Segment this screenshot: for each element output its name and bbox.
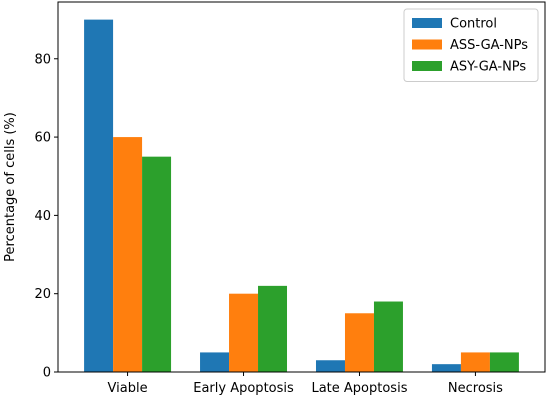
bar-early-apoptosis-control [200,352,230,372]
y-tick-label: 20 [34,287,51,302]
bar-late-apoptosis-asy-ga-nps [373,301,403,372]
bar-necrosis-asy-ga-nps [489,352,519,372]
bar-necrosis-control [431,364,461,372]
bars-layer [84,19,519,373]
x-tick-label: Viable [108,381,148,396]
y-axis-label: Percentage of cells (%) [3,112,18,262]
legend: Control ASS-GA-NPs ASY-GA-NPs [403,8,539,82]
x-axis: Viable Early Apoptosis Late Apoptosis Necro… [108,372,503,396]
bar-early-apoptosis-asy-ga-nps [258,285,288,372]
legend-swatch-asy-ga-nps [412,61,442,71]
x-tick-label: Necrosis [448,381,503,396]
legend-swatch-ass-ga-nps [412,39,442,50]
legend-label-ass-ga-nps: ASS-GA-NPs [450,38,528,53]
plot-frame [57,1,546,373]
bar-necrosis-ass-ga-nps [460,352,490,372]
y-tick-label: 0 [43,366,51,381]
x-tick-label: Late Apoptosis [311,381,407,396]
bar-early-apoptosis-ass-ga-nps [229,293,259,372]
y-tick-label: 60 [34,131,51,146]
bar-late-apoptosis-control [315,360,345,372]
y-tick-label: 80 [34,52,51,67]
legend-label-asy-ga-nps: ASY-GA-NPs [450,60,526,75]
bar-viable-control [84,19,114,373]
y-tick-label: 40 [34,209,51,224]
bar-late-apoptosis-ass-ga-nps [344,313,374,372]
legend-label-control: Control [450,17,497,32]
legend-swatch-control [412,18,442,28]
x-tick-label: Early Apoptosis [193,381,294,396]
bar-viable-asy-ga-nps [142,156,172,372]
y-axis: 0 20 40 60 80 [34,52,58,381]
bar-viable-ass-ga-nps [113,137,143,372]
